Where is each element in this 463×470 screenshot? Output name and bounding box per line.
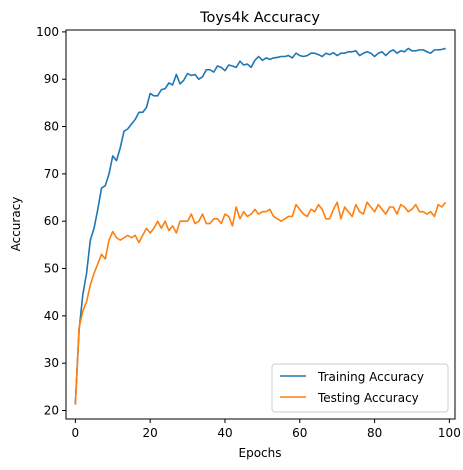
testing-accuracy-line: [74, 201, 447, 405]
y-tick-label: 50: [44, 262, 59, 276]
x-tick-label: 80: [367, 426, 382, 440]
x-tick-label: 60: [292, 426, 307, 440]
legend-label-training: Training Accuracy: [317, 370, 424, 384]
chart-title: Toys4k Accuracy: [199, 10, 320, 26]
y-tick-label: 60: [44, 214, 59, 228]
y-tick-label: 70: [44, 167, 59, 181]
series-lines: [74, 47, 447, 405]
y-tick-label: 100: [36, 25, 59, 39]
legend-label-testing: Testing Accuracy: [317, 391, 419, 405]
y-axis-ticks: 20 30 40 50 60 70 80 90 100: [36, 25, 66, 417]
x-tick-label: 0: [72, 426, 80, 440]
y-tick-label: 30: [44, 356, 59, 370]
chart-legend: Training Accuracy Testing Accuracy: [271, 363, 449, 413]
x-axis-label: Epochs: [239, 446, 282, 460]
y-tick-label: 20: [44, 403, 59, 417]
legend-box: [271, 363, 449, 413]
x-tick-label: 20: [143, 426, 158, 440]
x-tick-label: 40: [217, 426, 232, 440]
y-axis-label: Accuracy: [9, 197, 23, 252]
y-tick-label: 40: [44, 309, 59, 323]
training-accuracy-line: [74, 47, 446, 404]
x-axis-ticks: 0 20 40 60 80 100: [72, 419, 461, 440]
plot-area-frame: [65, 29, 456, 420]
y-tick-label: 80: [44, 120, 59, 134]
y-tick-label: 90: [44, 72, 59, 86]
x-tick-label: 100: [438, 426, 461, 440]
